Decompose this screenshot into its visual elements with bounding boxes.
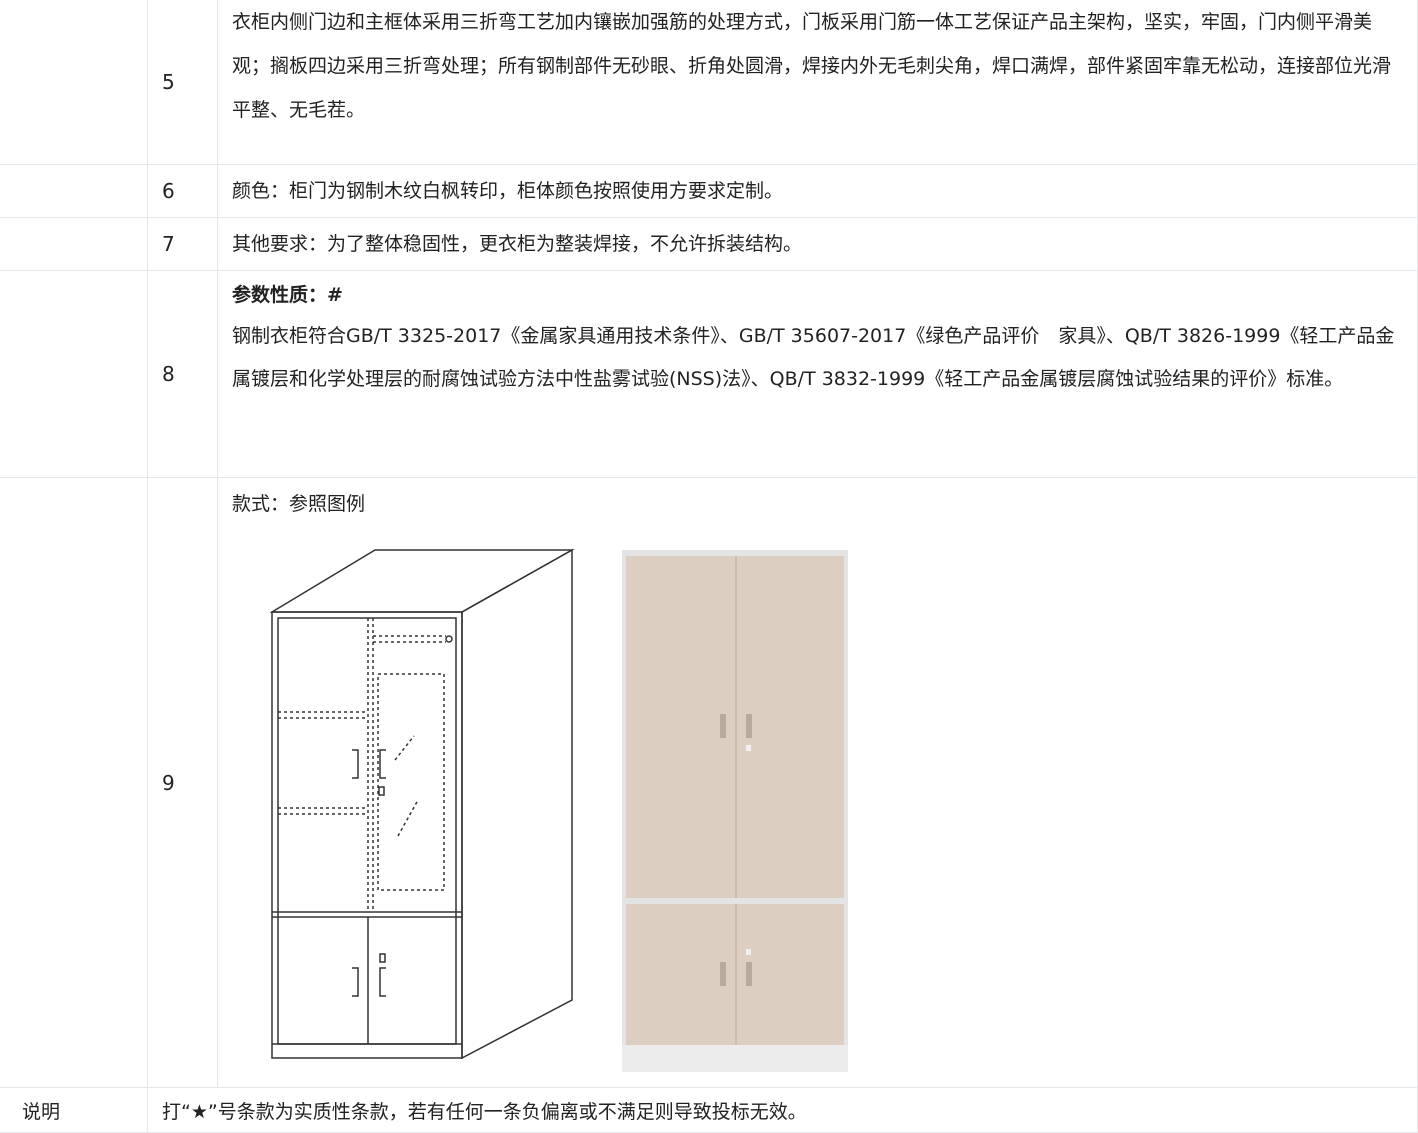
row-text: 款式：参照图例 [232, 493, 366, 515]
row-index: 9 [148, 478, 218, 1088]
note-label: 说明 [0, 1088, 148, 1133]
blank-cell [0, 165, 148, 218]
blank-cell [0, 218, 148, 271]
blank-cell [0, 0, 148, 165]
row-index: 7 [148, 218, 218, 271]
photo-cabinet [622, 550, 848, 1072]
row-index: 6 [148, 165, 218, 218]
row-index: 8 [148, 271, 218, 478]
blank-cell [0, 271, 148, 478]
row-heading: 参数性质：# [232, 284, 343, 306]
row-text: 衣柜内侧门边和主框体采用三折弯工艺加内镶嵌加强筋的处理方式，门板采用门筋一体工艺… [218, 0, 1418, 165]
row-cell: 参数性质：# 钢制衣柜符合GB/T 3325-2017《金属家具通用技术条件》、… [218, 271, 1418, 478]
line-drawing [269, 548, 575, 1060]
blank-cell [0, 478, 148, 1088]
note-text: 打“★”号条款为实质性条款，若有任何一条负偏离或不满足则导致投标无效。 [148, 1088, 1418, 1133]
row-text: 钢制衣柜符合GB/T 3325-2017《金属家具通用技术条件》、GB/T 35… [232, 325, 1395, 390]
row-index: 5 [148, 0, 218, 165]
